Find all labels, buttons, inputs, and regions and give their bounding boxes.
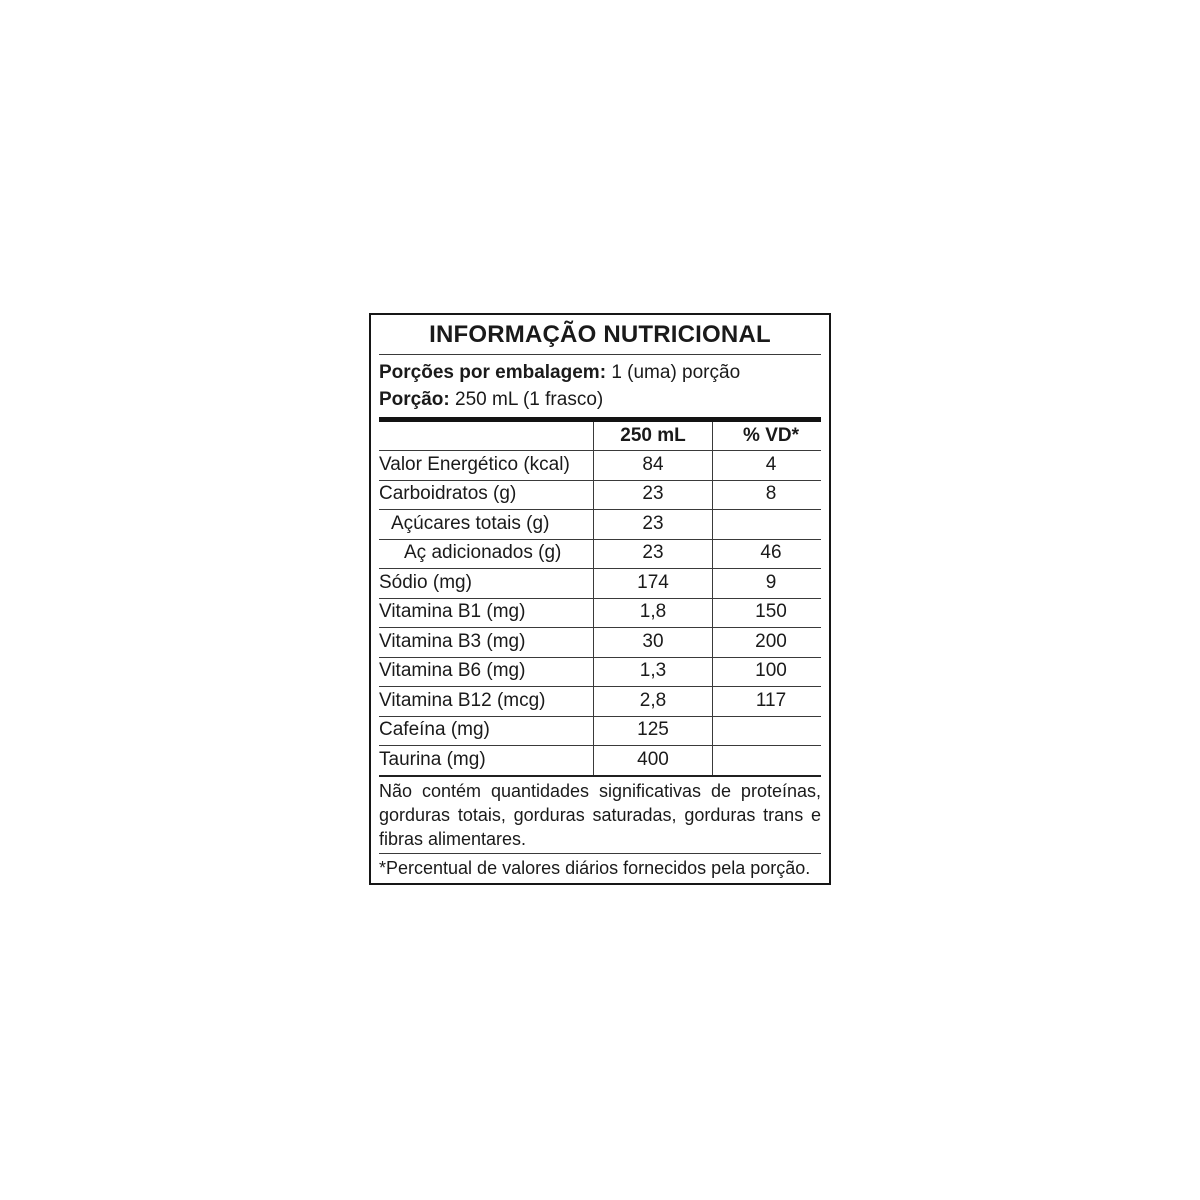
servings-per-package-label: Porções por embalagem: <box>379 362 607 383</box>
table-row: Taurina (mg) 400 <box>371 745 829 775</box>
serving-size-value: 250 mL (1 frasco) <box>455 389 604 410</box>
column-header-empty <box>371 422 593 450</box>
row-label: Vitamina B12 (mcg) <box>379 689 546 711</box>
servings-per-package-value: 1 (uma) porção <box>611 362 741 383</box>
row-label: Vitamina B1 (mg) <box>379 601 526 623</box>
table-row: Açúcares totais (g) 23 <box>371 509 829 539</box>
table-row: Carboidratos (g) 23 8 <box>371 479 829 509</box>
table-row: Sódio (mg) 174 9 <box>371 568 829 598</box>
row-vd: 9 <box>765 571 777 593</box>
nutrient-rows: 250 mL % VD* Valor Energético (kcal) 84 … <box>371 422 829 775</box>
table-row: Vitamina B3 (mg) 30 200 <box>371 627 829 657</box>
row-amount: 23 <box>593 479 713 509</box>
row-amount: 125 <box>593 715 713 745</box>
row-vd: 100 <box>755 660 787 682</box>
row-amount: 2,8 <box>593 686 713 716</box>
row-vd: 46 <box>760 542 782 564</box>
header-thick-bar <box>379 417 821 422</box>
row-vd: 117 <box>755 689 787 711</box>
table-row: Vitamina B6 (mg) 1,3 100 <box>371 656 829 686</box>
column-header-row: 250 mL % VD* <box>371 422 829 450</box>
table-bottom-line <box>379 774 821 777</box>
footnote-divider-line <box>379 852 821 854</box>
row-label: Carboidratos (g) <box>379 483 517 505</box>
serving-size-line: Porção: 250 mL (1 frasco) <box>379 386 821 413</box>
serving-size-label: Porção: <box>379 389 450 410</box>
table-row: Vitamina B12 (mcg) 2,8 117 <box>371 686 829 716</box>
row-label: Vitamina B6 (mg) <box>379 660 526 682</box>
row-label: Cafeína (mg) <box>379 719 490 741</box>
row-label: Valor Energético (kcal) <box>379 453 570 475</box>
row-vd <box>713 716 829 746</box>
row-amount: 23 <box>593 509 713 539</box>
column-header-vd: % VD* <box>743 425 799 446</box>
row-amount: 84 <box>593 450 713 480</box>
row-vd: 4 <box>765 453 777 475</box>
table-row: Vitamina B1 (mg) 1,8 150 <box>371 597 829 627</box>
row-amount: 1,3 <box>593 656 713 686</box>
row-vd <box>713 509 829 539</box>
row-amount: 30 <box>593 627 713 657</box>
row-label: Açúcares totais (g) <box>391 512 550 534</box>
title-divider-line <box>379 354 821 355</box>
row-amount: 400 <box>593 745 713 775</box>
no-significant-amounts-note: Não contém quantidades significativas de… <box>379 780 821 849</box>
table-row: Aç adicionados (g) 23 46 <box>371 538 829 568</box>
row-amount: 1,8 <box>593 597 713 627</box>
row-label: Vitamina B3 (mg) <box>379 630 526 652</box>
table-row: Valor Energético (kcal) 84 4 <box>371 450 829 480</box>
row-label: Sódio (mg) <box>379 571 472 593</box>
row-label: Aç adicionados (g) <box>404 542 562 564</box>
row-vd: 8 <box>765 483 777 505</box>
row-amount: 23 <box>593 538 713 568</box>
serving-info: Porções por embalagem: 1 (uma) porção Po… <box>371 355 829 417</box>
table-row: Cafeína (mg) 125 <box>371 715 829 746</box>
row-amount: 174 <box>593 568 713 598</box>
nutrition-facts-table: INFORMAÇÃO NUTRICIONAL Porções por embal… <box>369 313 831 885</box>
servings-per-package-line: Porções por embalagem: 1 (uma) porção <box>379 359 821 386</box>
row-vd <box>713 745 829 775</box>
daily-values-footnote: *Percentual de valores diários fornecido… <box>379 857 811 878</box>
column-header-amount: 250 mL <box>593 422 713 450</box>
row-vd: 200 <box>755 630 787 652</box>
row-vd: 150 <box>755 601 787 623</box>
table-title: INFORMAÇÃO NUTRICIONAL <box>429 320 771 348</box>
row-label: Taurina (mg) <box>379 748 486 770</box>
